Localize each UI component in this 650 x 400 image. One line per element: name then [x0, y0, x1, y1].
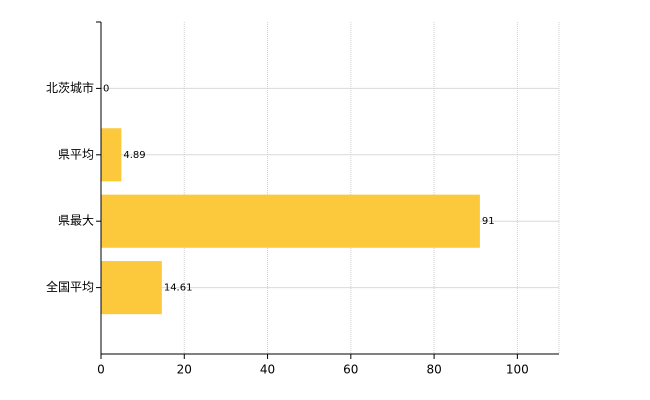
x-tick-label: 20 — [177, 363, 192, 377]
value-label: 91 — [482, 216, 495, 227]
x-tick-label: 60 — [343, 363, 358, 377]
y-tick-label: 全国平均 — [46, 279, 94, 294]
bar — [101, 261, 162, 315]
value-label: 14.61 — [164, 283, 193, 294]
x-tick-label: 80 — [426, 363, 441, 377]
value-label: 4.89 — [123, 150, 145, 161]
bar — [101, 128, 122, 182]
x-tick-label: 100 — [506, 363, 529, 377]
bar — [101, 194, 480, 248]
x-tick-label: 40 — [260, 363, 275, 377]
value-label: 0 — [103, 83, 109, 94]
y-tick-label: 県平均 — [58, 147, 94, 161]
y-tick-label: 北茨城市 — [46, 80, 94, 95]
x-tick-label: 0 — [97, 363, 105, 377]
y-tick-label: 県最大 — [58, 214, 94, 228]
